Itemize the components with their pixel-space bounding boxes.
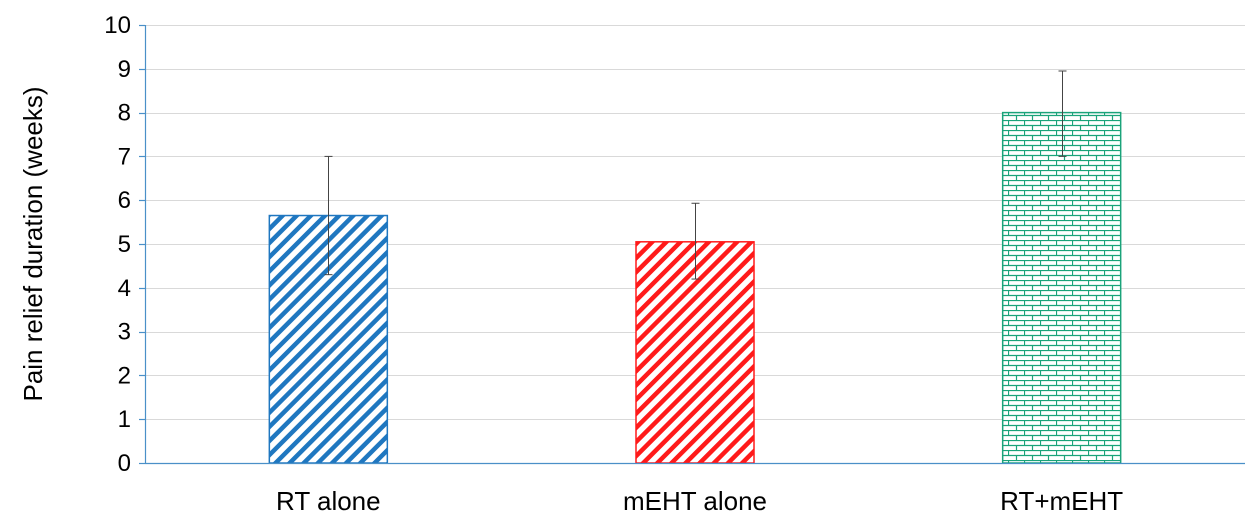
error-bar [324,155,333,276]
y-axis-label: Pain relief duration (weeks) [18,86,48,401]
x-tick-label: RT alone [276,486,381,516]
y-tick-label: 4 [118,275,131,302]
error-bars [324,70,1067,280]
y-tick-label: 2 [118,362,131,389]
y-tick-labels: 0 1 2 3 4 5 6 7 8 9 10 [104,12,131,477]
y-tick-label: 0 [118,450,131,477]
error-bar [691,202,700,280]
bar-rt-meht [1001,111,1122,464]
y-tick-label: 9 [118,56,131,83]
x-tick-labels: RT alone mEHT alone RT+mEHT [276,486,1123,516]
bars [268,111,1122,464]
error-bar [1058,70,1067,157]
y-tick-label: 1 [118,406,131,433]
axes [139,24,1245,465]
y-tick-label: 3 [118,319,131,346]
y-tick-label: 8 [118,100,131,127]
x-tick-label: mEHT alone [623,486,767,516]
y-tick-label: 10 [104,12,131,39]
y-tick-label: 5 [118,231,131,258]
y-tick-label: 6 [118,187,131,214]
x-tick-label: RT+mEHT [1000,486,1123,516]
y-tick-label: 7 [118,143,131,170]
